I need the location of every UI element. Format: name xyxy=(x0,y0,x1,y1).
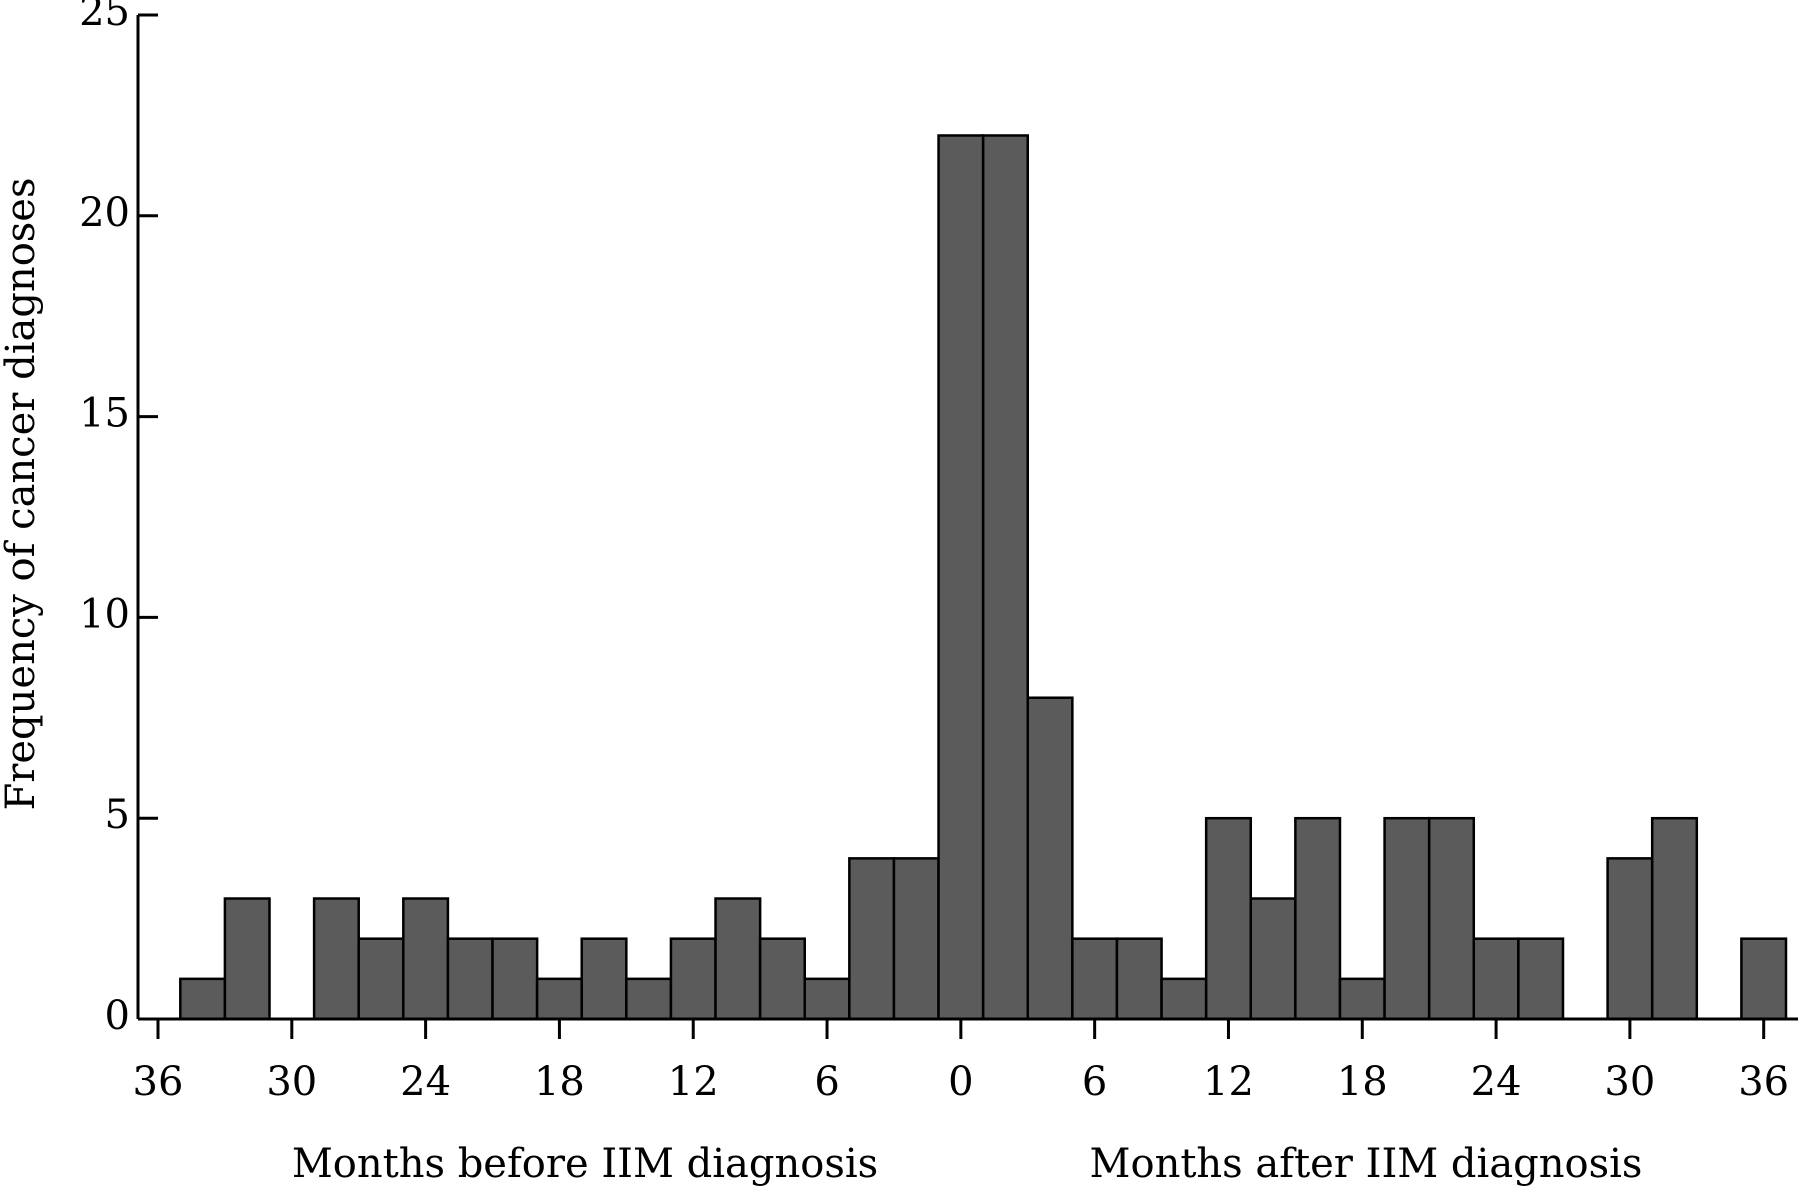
y-tick-label: 5 xyxy=(105,792,130,838)
x-axis-label: Months after IIM diagnosis xyxy=(1090,1141,1643,1187)
y-tick-label: 0 xyxy=(105,993,130,1039)
bar xyxy=(758,937,806,1021)
bar xyxy=(312,897,360,1021)
x-tick-label: 12 xyxy=(1203,1059,1254,1105)
bar xyxy=(580,937,628,1021)
bar xyxy=(892,857,940,1021)
y-tick-label: 10 xyxy=(79,591,130,637)
y-tick-label: 20 xyxy=(79,190,130,236)
x-tick-label: 0 xyxy=(948,1059,973,1105)
x-tick-label: 30 xyxy=(1604,1059,1655,1105)
bar xyxy=(446,937,494,1021)
bar xyxy=(1472,937,1520,1021)
bar xyxy=(1517,937,1565,1021)
bar xyxy=(1650,816,1699,1021)
x-tick-label: 36 xyxy=(1738,1059,1789,1105)
bar xyxy=(937,134,985,1021)
bar xyxy=(179,977,227,1021)
bar xyxy=(1294,816,1342,1021)
bar xyxy=(1115,937,1163,1021)
x-tick-label: 6 xyxy=(1082,1059,1107,1105)
bar xyxy=(402,897,450,1021)
bar xyxy=(491,937,539,1021)
bar xyxy=(1249,897,1297,1021)
bar xyxy=(803,977,851,1021)
x-axis-label: Months before IIM diagnosis xyxy=(292,1141,878,1187)
bar xyxy=(848,857,896,1021)
bar xyxy=(981,134,1030,1021)
x-tick-label: 18 xyxy=(534,1059,585,1105)
bar xyxy=(1427,816,1476,1021)
y-tick-label: 15 xyxy=(79,391,130,437)
bar xyxy=(1071,937,1119,1021)
x-tick-label: 24 xyxy=(1471,1059,1522,1105)
bar xyxy=(1026,696,1074,1021)
bar xyxy=(1204,816,1253,1021)
x-tick-label: 12 xyxy=(668,1059,719,1105)
bar xyxy=(535,977,583,1021)
x-tick-label: 6 xyxy=(814,1059,839,1105)
bar xyxy=(1606,857,1654,1021)
bar xyxy=(1160,977,1208,1021)
bar xyxy=(1383,816,1431,1021)
x-tick-label: 36 xyxy=(133,1059,184,1105)
x-tick-label: 24 xyxy=(400,1059,451,1105)
bar xyxy=(714,897,762,1021)
y-tick-label: 25 xyxy=(79,0,130,35)
bar xyxy=(1338,977,1386,1021)
bar xyxy=(669,937,717,1021)
bar xyxy=(357,937,405,1021)
y-axis-label: Frequency of cancer diagnoses xyxy=(0,177,44,810)
bar xyxy=(625,977,673,1021)
x-tick-label: 30 xyxy=(266,1059,317,1105)
x-tick-label: 18 xyxy=(1337,1059,1388,1105)
bar xyxy=(223,897,271,1021)
bar xyxy=(1740,937,1788,1021)
